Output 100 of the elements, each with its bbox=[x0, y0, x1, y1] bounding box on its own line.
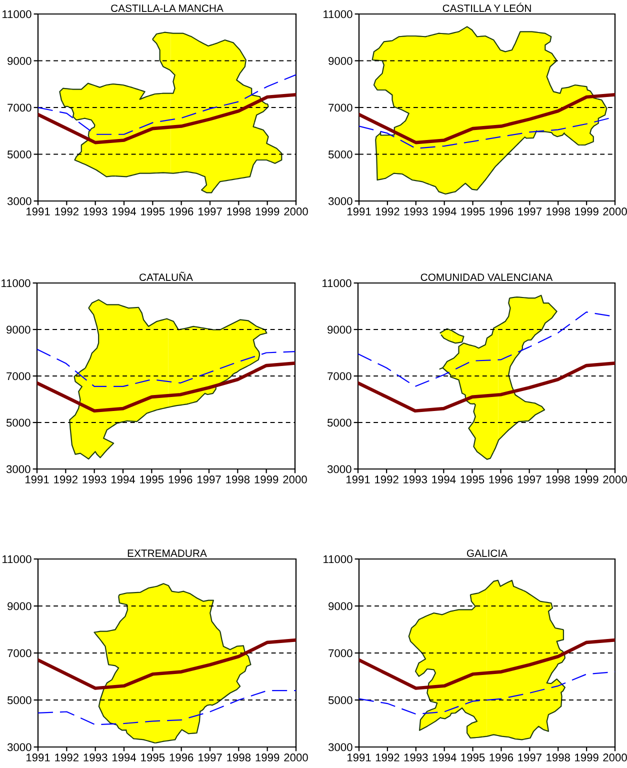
x-tick-label: 1995 bbox=[461, 208, 485, 216]
x-tick-label: 1991 bbox=[26, 208, 50, 216]
y-tick-label: 7000 bbox=[328, 649, 352, 658]
x-tick-label: 1993 bbox=[404, 754, 428, 762]
line-series bbox=[358, 362, 615, 413]
y-tick-label: 5000 bbox=[7, 150, 32, 158]
y-tick-label: 11000 bbox=[324, 10, 352, 18]
y-tick-label: 9000 bbox=[6, 326, 30, 334]
x-tick-label: 1999 bbox=[574, 476, 598, 484]
x-tick-label: 1992 bbox=[376, 208, 400, 216]
line-series bbox=[359, 638, 615, 690]
x-tick-label: 1994 bbox=[432, 208, 456, 216]
x-tick-label: 1999 bbox=[575, 754, 598, 762]
x-tick-label: 1993 bbox=[404, 476, 427, 484]
x-tick-label: 1995 bbox=[461, 754, 485, 762]
y-tick-label: 7000 bbox=[328, 372, 352, 380]
x-tick-label: 1995 bbox=[141, 754, 165, 762]
x-tick-label: 1993 bbox=[84, 208, 108, 216]
x-tick-label: 1997 bbox=[518, 208, 542, 216]
y-tick-label: 9000 bbox=[8, 57, 32, 65]
x-tick-label: 1996 bbox=[170, 754, 194, 762]
x-tick-label: 1994 bbox=[432, 754, 456, 762]
x-tick-label: 2000 bbox=[603, 476, 627, 484]
x-tick-label: 1991 bbox=[347, 754, 371, 762]
y-tick-label: 5000 bbox=[328, 696, 352, 704]
x-tick-label: 1993 bbox=[404, 208, 428, 216]
y-tick-label: 7000 bbox=[8, 649, 32, 658]
x-tick-label: 1998 bbox=[546, 476, 570, 484]
x-tick-label: 1995 bbox=[141, 208, 165, 216]
chart-title: COMUNIDAD VALENCIANA bbox=[420, 274, 553, 281]
line-series bbox=[359, 92, 615, 144]
x-tick-label: 2000 bbox=[603, 208, 627, 216]
y-tick-label: 11000 bbox=[324, 555, 352, 564]
y-tick-label: 7000 bbox=[328, 104, 352, 112]
x-tick-label: 1999 bbox=[256, 754, 280, 762]
x-tick-label: 1997 bbox=[198, 754, 222, 762]
chart-title: CATALUÑA bbox=[140, 272, 193, 281]
y-tick-label: 7000 bbox=[8, 104, 32, 112]
y-tick-label: 3000 bbox=[328, 743, 352, 752]
y-tick-label: 11000 bbox=[2, 279, 30, 288]
x-tick-label: 1998 bbox=[226, 476, 250, 484]
x-tick-label: 1994 bbox=[432, 476, 456, 484]
x-tick-label: 1991 bbox=[26, 754, 50, 762]
x-tick-label: 1991 bbox=[25, 476, 49, 484]
chart-title: EXTREMADURA bbox=[128, 550, 207, 557]
y-tick-label: 3000 bbox=[327, 465, 352, 474]
x-tick-label: 1994 bbox=[112, 754, 136, 762]
x-tick-label: 1998 bbox=[546, 754, 570, 762]
y-tick-label: 7000 bbox=[6, 372, 30, 380]
y-tick-label: 9000 bbox=[328, 57, 352, 65]
line-series bbox=[37, 348, 295, 388]
y-tick-label: 5000 bbox=[327, 418, 352, 427]
x-tick-label: 1992 bbox=[375, 476, 398, 484]
line-series bbox=[38, 92, 296, 144]
x-tick-label: 1999 bbox=[575, 208, 598, 216]
x-tick-label: 1994 bbox=[112, 208, 136, 216]
x-tick-label: 1992 bbox=[55, 208, 78, 216]
y-tick-label: 9000 bbox=[8, 602, 32, 610]
y-tick-label: 5000 bbox=[7, 696, 32, 704]
y-tick-label: 3000 bbox=[328, 197, 352, 206]
line-series bbox=[38, 74, 296, 135]
x-tick-label: 1997 bbox=[518, 754, 542, 762]
x-tick-label: 1991 bbox=[346, 476, 370, 484]
x-tick-label: 1999 bbox=[256, 208, 280, 216]
y-tick-label: 3000 bbox=[7, 743, 32, 752]
y-tick-label: 3000 bbox=[7, 197, 32, 206]
x-tick-label: 1998 bbox=[227, 208, 251, 216]
x-tick-label: 1996 bbox=[490, 208, 514, 216]
x-tick-label: 1997 bbox=[198, 208, 222, 216]
x-tick-label: 2000 bbox=[283, 476, 307, 484]
x-tick-label: 1998 bbox=[546, 208, 570, 216]
x-tick-label: 2000 bbox=[284, 754, 308, 762]
x-tick-label: 2000 bbox=[603, 754, 627, 762]
x-tick-label: 1997 bbox=[518, 476, 542, 484]
x-tick-label: 2000 bbox=[284, 208, 308, 216]
line-series bbox=[38, 638, 296, 690]
chart-title: GALICIA bbox=[466, 550, 508, 557]
x-tick-label: 1992 bbox=[54, 476, 78, 484]
x-tick-label: 1995 bbox=[140, 476, 164, 484]
x-tick-label: 1996 bbox=[168, 476, 192, 484]
line-series bbox=[359, 671, 615, 715]
chart-title: CASTILLA Y LEÓN bbox=[442, 2, 531, 12]
x-tick-label: 1996 bbox=[490, 754, 514, 762]
x-tick-label: 1994 bbox=[111, 476, 136, 484]
x-tick-label: 1992 bbox=[55, 754, 78, 762]
x-tick-label: 1996 bbox=[170, 208, 194, 216]
x-tick-label: 1997 bbox=[197, 476, 221, 484]
y-tick-label: 3000 bbox=[6, 465, 30, 474]
x-tick-label: 1996 bbox=[489, 476, 513, 484]
x-tick-label: 1999 bbox=[254, 476, 278, 484]
y-tick-label: 9000 bbox=[328, 326, 352, 334]
line-series bbox=[37, 362, 295, 413]
chart-title: CASTILLA-LA MANCHA bbox=[111, 4, 224, 12]
x-tick-label: 1992 bbox=[376, 754, 400, 762]
y-tick-label: 5000 bbox=[328, 150, 352, 158]
y-tick-label: 11000 bbox=[2, 555, 32, 564]
line-series bbox=[38, 690, 296, 726]
y-tick-label: 5000 bbox=[6, 418, 30, 427]
x-tick-label: 1993 bbox=[82, 476, 106, 484]
x-tick-label: 1995 bbox=[460, 476, 484, 484]
